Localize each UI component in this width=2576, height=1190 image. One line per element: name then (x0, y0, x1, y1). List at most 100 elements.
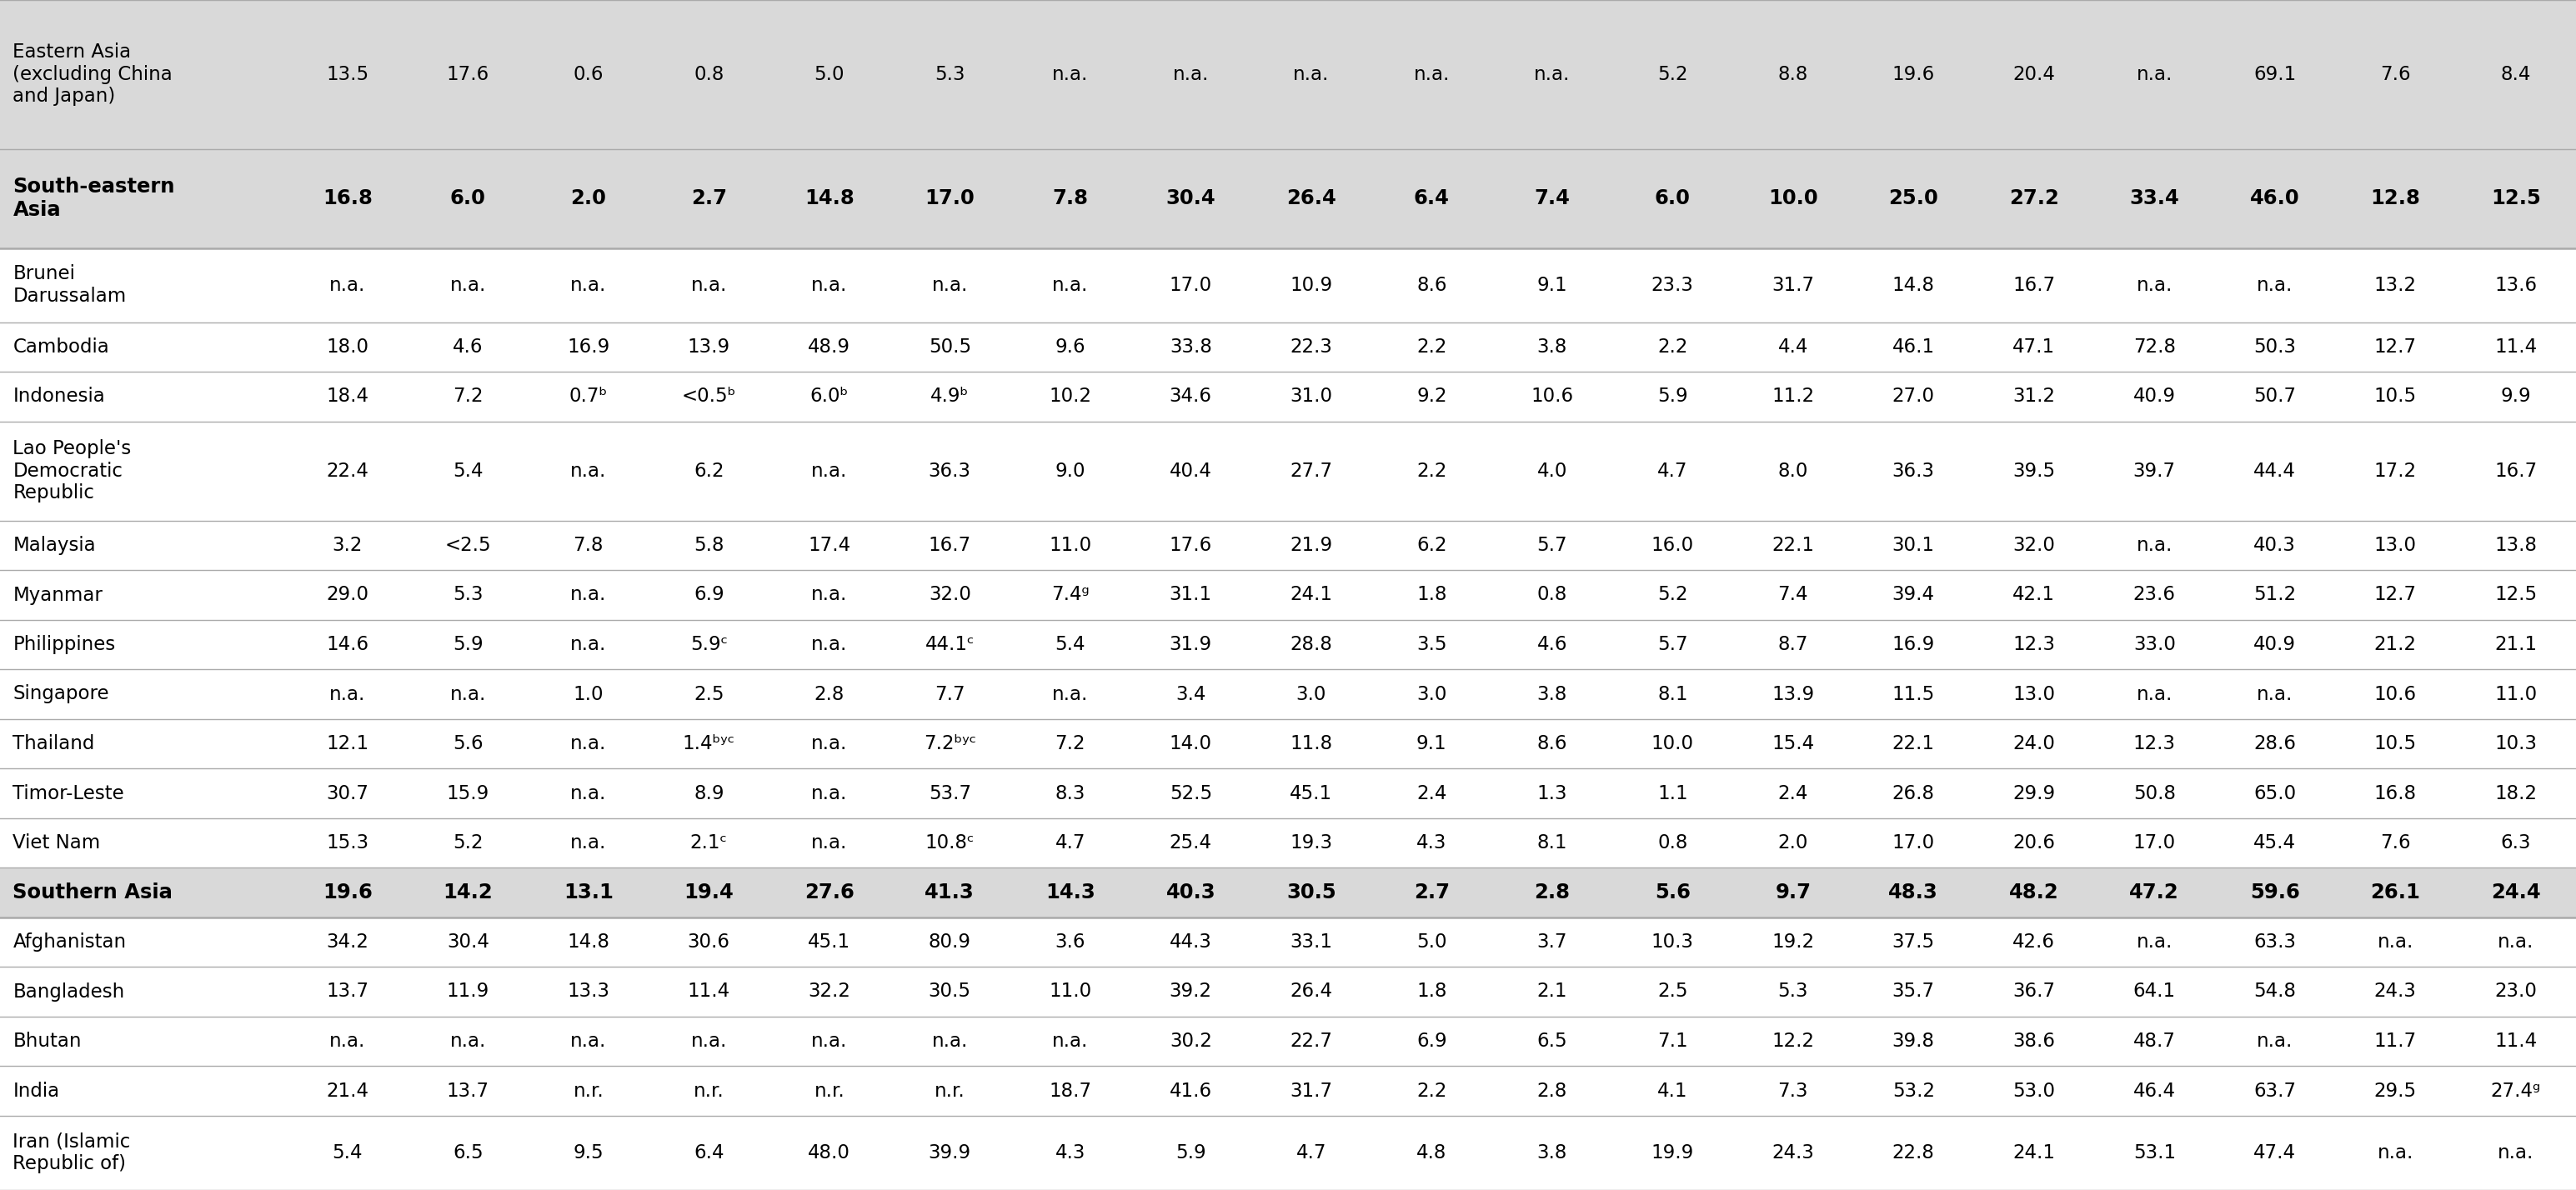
Text: n.a.: n.a. (2136, 684, 2172, 703)
Text: 10.6: 10.6 (1530, 387, 1574, 406)
Text: 2.8: 2.8 (1535, 883, 1569, 902)
Text: 12.7: 12.7 (2375, 585, 2416, 605)
Text: 19.6: 19.6 (1893, 64, 1935, 84)
Text: n.a.: n.a. (2257, 276, 2293, 295)
Text: 14.6: 14.6 (327, 635, 368, 655)
Text: 21.9: 21.9 (1291, 536, 1332, 555)
Text: 13.5: 13.5 (327, 64, 368, 84)
Text: 11.7: 11.7 (2375, 1032, 2416, 1051)
Text: n.a.: n.a. (2499, 933, 2535, 952)
Text: n.r.: n.r. (814, 1082, 845, 1101)
Text: 3.7: 3.7 (1538, 933, 1566, 952)
Text: 17.0: 17.0 (1893, 833, 1935, 852)
Text: n.r.: n.r. (935, 1082, 966, 1101)
Text: Malaysia: Malaysia (13, 536, 95, 555)
Text: 7.8: 7.8 (1054, 188, 1087, 208)
Text: 9.5: 9.5 (572, 1144, 603, 1163)
Text: 2.1: 2.1 (1538, 982, 1566, 1001)
Bar (0, 1116, 2576, 1190)
Text: 24.3: 24.3 (2375, 982, 2416, 1001)
Text: n.a.: n.a. (1293, 64, 1329, 84)
Text: 0.8: 0.8 (1656, 833, 1687, 852)
Text: 7.4: 7.4 (1777, 585, 1808, 605)
Text: 21.4: 21.4 (327, 1082, 368, 1101)
Text: 19.9: 19.9 (1651, 1144, 1695, 1163)
Text: 2.1ᶜ: 2.1ᶜ (690, 833, 726, 852)
Text: 12.3: 12.3 (2012, 635, 2056, 655)
Text: 13.1: 13.1 (564, 883, 613, 902)
Text: 8.6: 8.6 (1538, 734, 1566, 753)
Text: 40.9: 40.9 (2254, 635, 2295, 655)
Text: 33.8: 33.8 (1170, 338, 1211, 357)
Bar (0, 1066, 2576, 1116)
Text: n.a.: n.a. (811, 1032, 848, 1051)
Text: 1.0: 1.0 (574, 684, 603, 703)
Text: 6.4: 6.4 (693, 1144, 724, 1163)
Text: 4.4: 4.4 (1777, 338, 1808, 357)
Text: 4.7: 4.7 (1056, 833, 1084, 852)
Text: 41.3: 41.3 (925, 883, 974, 902)
Text: Philippines: Philippines (13, 635, 116, 655)
Text: 28.8: 28.8 (1291, 635, 1332, 655)
Text: 31.7: 31.7 (1291, 1082, 1332, 1101)
Text: 7.2: 7.2 (453, 387, 484, 406)
Text: 23.3: 23.3 (1651, 276, 1695, 295)
Text: Lao People's
Democratic
Republic: Lao People's Democratic Republic (13, 439, 131, 503)
Text: 3.0: 3.0 (1417, 684, 1448, 703)
Text: 40.4: 40.4 (1170, 462, 1211, 481)
Bar (0, 521, 2576, 570)
Text: 8.0: 8.0 (1777, 462, 1808, 481)
Text: 11.0: 11.0 (1048, 982, 1092, 1001)
Text: 7.2ᵇʸᶜ: 7.2ᵇʸᶜ (922, 734, 976, 753)
Text: 8.9: 8.9 (693, 784, 724, 803)
Bar (0, 1016, 2576, 1066)
Text: 44.3: 44.3 (1170, 933, 1211, 952)
Text: 4.1: 4.1 (1656, 1082, 1687, 1101)
Text: 2.2: 2.2 (1656, 338, 1687, 357)
Text: 44.1ᶜ: 44.1ᶜ (925, 635, 974, 655)
Text: 48.3: 48.3 (1888, 883, 1937, 902)
Text: 7.6: 7.6 (2380, 833, 2411, 852)
Text: 41.6: 41.6 (1170, 1082, 1211, 1101)
Text: 12.7: 12.7 (2375, 338, 2416, 357)
Text: n.a.: n.a. (2499, 1144, 2535, 1163)
Text: 8.1: 8.1 (1538, 833, 1566, 852)
Text: 6.9: 6.9 (1417, 1032, 1448, 1051)
Text: 11.0: 11.0 (2494, 684, 2537, 703)
Text: 47.1: 47.1 (2012, 338, 2056, 357)
Text: 34.6: 34.6 (1170, 387, 1211, 406)
Text: 53.1: 53.1 (2133, 1144, 2177, 1163)
Text: n.a.: n.a. (2136, 64, 2172, 84)
Text: 29.5: 29.5 (2375, 1082, 2416, 1101)
Text: 39.8: 39.8 (1893, 1032, 1935, 1051)
Text: 10.2: 10.2 (1048, 387, 1092, 406)
Text: Thailand: Thailand (13, 734, 95, 753)
Text: 39.5: 39.5 (2012, 462, 2056, 481)
Text: 24.1: 24.1 (1291, 585, 1332, 605)
Text: 34.2: 34.2 (327, 933, 368, 952)
Text: 17.6: 17.6 (1170, 536, 1213, 555)
Text: 9.1: 9.1 (1417, 734, 1448, 753)
Text: 6.5: 6.5 (1538, 1032, 1566, 1051)
Text: n.a.: n.a. (330, 684, 366, 703)
Text: 18.7: 18.7 (1048, 1082, 1092, 1101)
Text: 14.3: 14.3 (1046, 883, 1095, 902)
Text: 69.1: 69.1 (2254, 64, 2295, 84)
Text: 5.8: 5.8 (693, 536, 724, 555)
Text: 26.4: 26.4 (1291, 982, 1332, 1001)
Text: 54.8: 54.8 (2254, 982, 2295, 1001)
Bar (0, 0, 2576, 149)
Text: 30.4: 30.4 (446, 933, 489, 952)
Text: Iran (Islamic
Republic of): Iran (Islamic Republic of) (13, 1132, 131, 1173)
Text: n.a.: n.a. (933, 276, 969, 295)
Text: 5.2: 5.2 (1656, 585, 1687, 605)
Text: 17.6: 17.6 (446, 64, 489, 84)
Text: 40.9: 40.9 (2133, 387, 2177, 406)
Text: 25.4: 25.4 (1170, 833, 1211, 852)
Text: 10.0: 10.0 (1767, 188, 1819, 208)
Text: 10.8ᶜ: 10.8ᶜ (925, 833, 974, 852)
Text: 24.4: 24.4 (2491, 883, 2540, 902)
Text: 5.7: 5.7 (1538, 536, 1566, 555)
Text: 8.4: 8.4 (2501, 64, 2532, 84)
Text: 2.7: 2.7 (690, 188, 726, 208)
